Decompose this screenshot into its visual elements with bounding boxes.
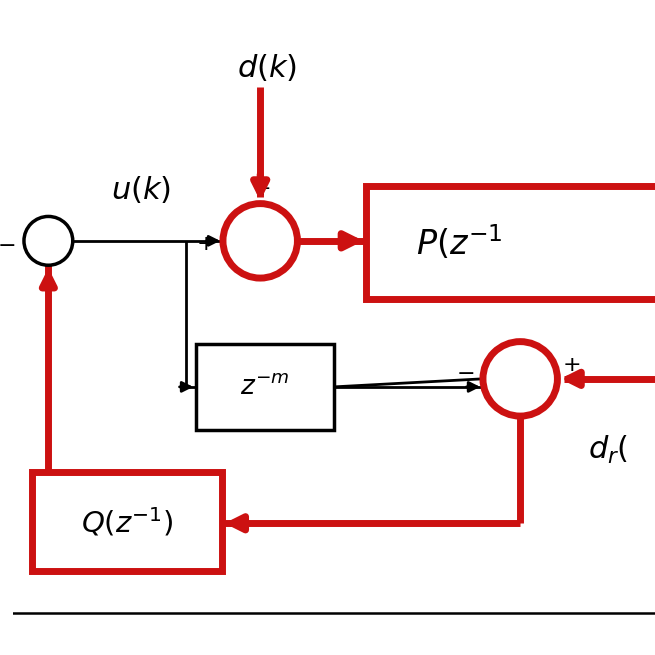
Text: $z^{-m}$: $z^{-m}$ — [240, 375, 290, 400]
Circle shape — [24, 216, 73, 265]
Bar — [366, 186, 655, 299]
Text: $d(k)$: $d(k)$ — [236, 52, 297, 84]
Text: $Q(z^{-1})$: $Q(z^{-1})$ — [81, 505, 174, 538]
Text: $+$: $+$ — [252, 179, 271, 200]
Text: $+$: $+$ — [563, 355, 581, 375]
Bar — [196, 344, 334, 430]
Circle shape — [223, 204, 297, 278]
Text: $u(k)$: $u(k)$ — [111, 174, 172, 206]
Text: $-$: $-$ — [456, 362, 474, 383]
Text: $+$: $+$ — [196, 234, 214, 254]
Circle shape — [483, 342, 557, 416]
Text: $d_r($: $d_r($ — [588, 434, 628, 466]
Text: $-$: $-$ — [0, 234, 15, 254]
Bar — [32, 472, 221, 571]
Text: $P(z^{-1}$: $P(z^{-1}$ — [416, 223, 502, 262]
